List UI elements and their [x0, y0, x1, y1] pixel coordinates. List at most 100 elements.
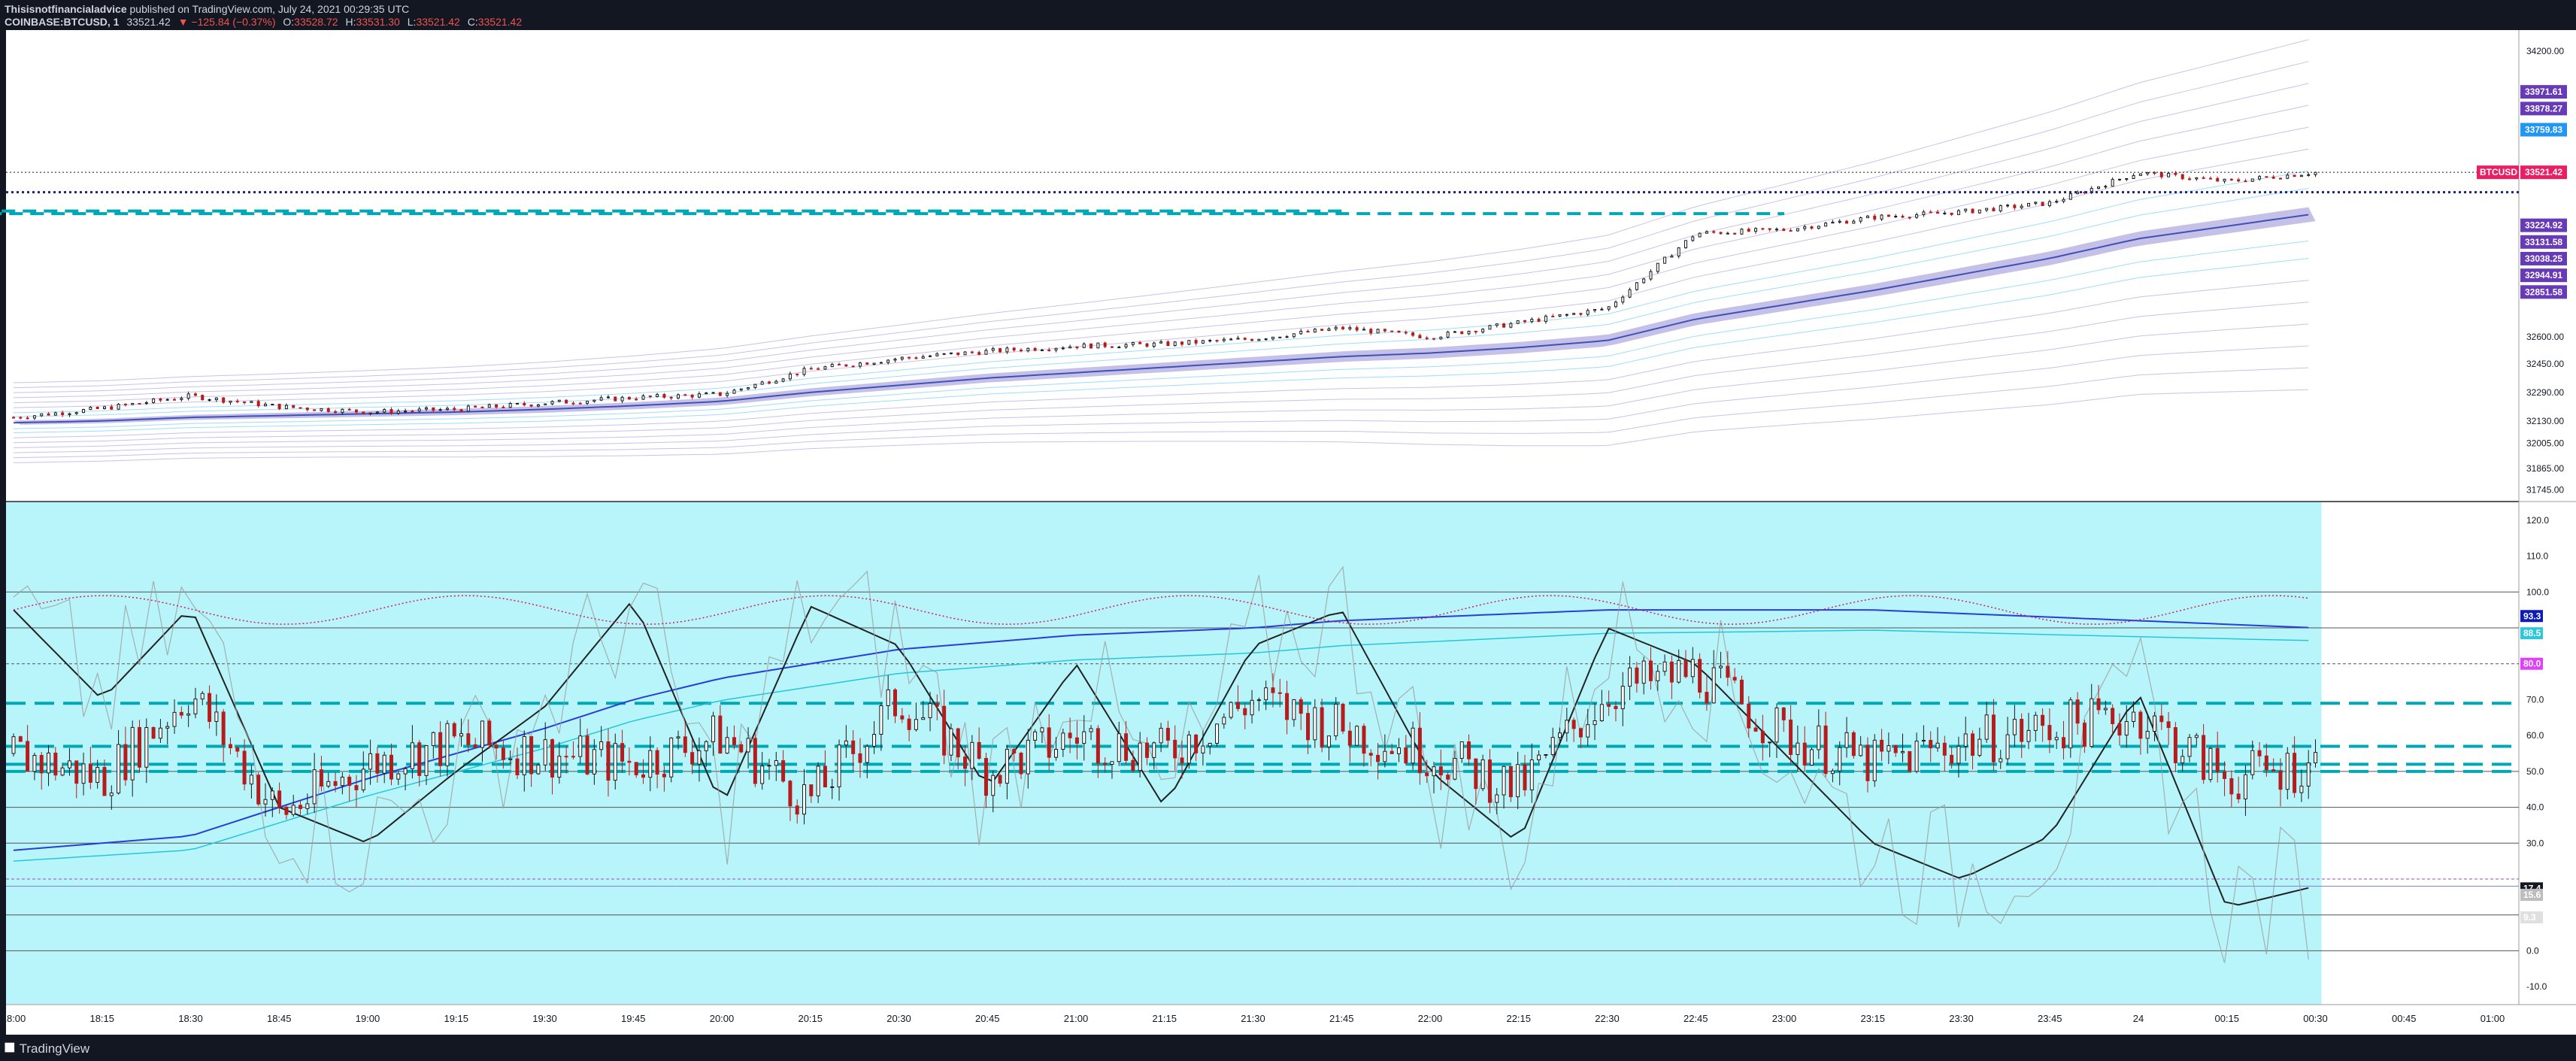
candle-body — [1194, 340, 1198, 344]
candle-body — [1698, 232, 1702, 238]
candle-body — [1670, 256, 1674, 258]
osc-candle-body — [1215, 723, 1220, 744]
candle-body — [641, 395, 645, 400]
price-candles — [12, 171, 2317, 420]
candle-body — [2159, 172, 2163, 177]
candle-body — [334, 411, 338, 414]
osc-candle-body — [2194, 735, 2199, 738]
osc-candle-body — [1942, 742, 1947, 756]
osc-candle-body — [1502, 765, 1506, 796]
candle-body — [1964, 208, 1968, 211]
osc-candle-body — [1495, 794, 1499, 803]
osc-candle-body — [1690, 659, 1695, 678]
time-tick-label: 24 — [2133, 1013, 2144, 1024]
osc-candle-body — [1138, 742, 1142, 771]
candle-body — [851, 365, 855, 368]
time-tick-label: 01:00 — [2481, 1013, 2505, 1024]
symbol-tag-label: BTCUSD — [2480, 167, 2517, 177]
candle-body — [1733, 232, 1737, 235]
osc-candle-body — [32, 755, 37, 772]
osc-candle-body — [459, 733, 464, 737]
osc-candle-body — [907, 718, 911, 730]
candle-body — [2307, 174, 2311, 176]
candle-body — [389, 409, 393, 414]
candle-body — [1166, 341, 1170, 347]
tradingview-brand[interactable]: ⯀ TradingView — [5, 1041, 89, 1056]
candle-body — [2271, 176, 2275, 179]
candle-body — [1383, 329, 1386, 332]
candle-body — [1257, 338, 1261, 341]
chart-canvas[interactable]: 34200.00 31745.00 31865.00 32005.00 32130.00… — [0, 30, 2576, 1035]
osc-candle-body — [326, 781, 331, 787]
candle-body — [313, 409, 317, 411]
osc-candle-body — [291, 805, 295, 815]
candle-body — [61, 412, 65, 415]
price-tick-label: 32600.00 — [2526, 332, 2564, 342]
osc-candle-body — [613, 743, 617, 781]
candle-body — [138, 402, 141, 405]
osc-candle-body — [53, 752, 58, 776]
osc-candle-body — [1026, 739, 1030, 775]
candle-body — [277, 404, 281, 410]
candle-body — [1880, 214, 1884, 220]
osc-candle-body — [711, 715, 716, 742]
osc-candle-body — [277, 790, 282, 808]
candle-body — [1509, 323, 1513, 328]
candle-body — [320, 408, 323, 411]
osc-candle-body — [473, 744, 477, 748]
candle-body — [726, 393, 729, 396]
osc-candle-body — [550, 739, 555, 778]
candle-body — [2026, 202, 2030, 207]
price-level-tags: 33971.61 33878.27 33759.83 33224.92 33131.58… — [2520, 85, 2567, 299]
candle-body — [802, 368, 806, 375]
osc-candle-body — [2250, 750, 2255, 775]
candle-body — [1019, 350, 1023, 352]
candle-body — [74, 412, 78, 414]
candle-body — [1593, 308, 1597, 311]
price-axis-ticks: 34200.00 31745.00 31865.00 32005.00 32130.00… — [2526, 46, 2564, 495]
candle-body — [1999, 205, 2002, 211]
time-tick-label: 20:15 — [798, 1013, 823, 1024]
osc-candle-body — [1662, 661, 1667, 672]
candle-body — [697, 393, 701, 398]
time-tick-label: 22:15 — [1506, 1013, 1531, 1024]
osc-candle-body — [627, 760, 632, 763]
candle-body — [1033, 347, 1037, 351]
osc-level-tag-label: 80.0 — [2523, 659, 2541, 669]
time-tick-label: 22:30 — [1595, 1013, 1620, 1024]
candle-body — [1082, 343, 1086, 348]
osc-candle-body — [844, 740, 848, 746]
band-line — [13, 105, 2309, 399]
candle-body — [47, 413, 50, 416]
osc-candle-body — [774, 760, 778, 766]
candle-body — [1355, 327, 1359, 331]
candle-body — [753, 383, 757, 389]
osc-candle-body — [963, 756, 968, 769]
candle-body — [2237, 179, 2241, 182]
level-tag-box — [2520, 102, 2567, 116]
osc-candle-body — [1838, 747, 1842, 771]
osc-candle-body — [1201, 745, 1205, 753]
candle-body — [12, 417, 15, 419]
osc-candle-body — [858, 753, 862, 763]
candle-body — [1439, 336, 1443, 340]
osc-candle-body — [494, 744, 499, 749]
candle-body — [1481, 329, 1485, 333]
osc-candle-body — [18, 736, 23, 742]
time-tick-label: 20:45 — [975, 1013, 1000, 1024]
candle-body — [1404, 332, 1408, 334]
osc-candle-body — [1222, 717, 1226, 725]
candle-body — [1299, 331, 1303, 335]
candle-body — [480, 406, 484, 408]
symbol-label[interactable]: COINBASE:BTCUSD, 1 — [5, 16, 120, 28]
author-name[interactable]: Thisisnotfinancialadvice — [5, 3, 127, 15]
osc-candle-body — [1711, 667, 1716, 704]
vwap-line — [13, 214, 2309, 424]
candle-body — [599, 397, 603, 401]
osc-candle-body — [571, 756, 575, 758]
candle-body — [1950, 212, 1953, 215]
osc-candle-body — [1977, 738, 1982, 756]
candle-body — [830, 363, 834, 368]
osc-candle-body — [543, 739, 547, 765]
candle-body — [1845, 220, 1849, 224]
